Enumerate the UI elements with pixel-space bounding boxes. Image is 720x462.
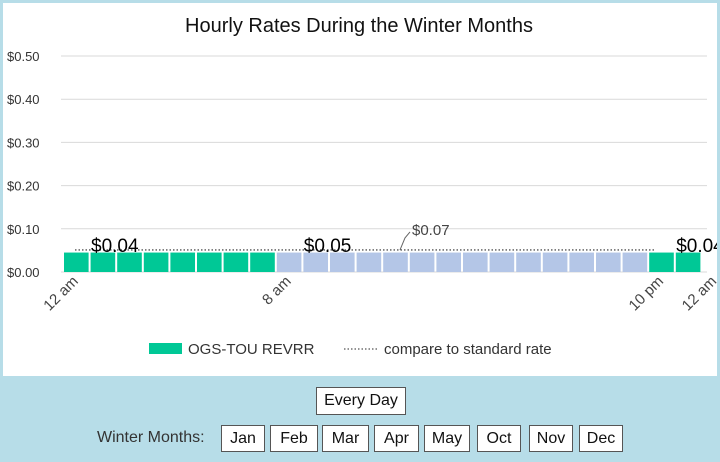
legend: OGS-TOU REVRR compare to standard rate [149, 341, 552, 358]
legend-standard-label: compare to standard rate [384, 341, 552, 358]
bar [143, 252, 169, 272]
controls-bar: Every Day Winter Months: Jan Feb Mar Apr May… [0, 380, 720, 462]
y-tick-label: $0.10 [7, 222, 40, 237]
month-button-mar[interactable]: Mar [322, 425, 369, 452]
every-day-button[interactable]: Every Day [316, 387, 406, 415]
bar [170, 252, 195, 272]
standard-rate-line: $0.07 [75, 222, 655, 251]
chart-panel: Hourly Rates During the Winter Months $0… [3, 3, 717, 376]
y-axis-ticks: $0.50 $0.40 $0.30 $0.20 $0.10 $0.00 [7, 49, 40, 280]
month-button-oct[interactable]: Oct [477, 425, 521, 452]
y-tick-label: $0.00 [7, 265, 40, 280]
gridlines [61, 55, 707, 273]
legend-series-label: OGS-TOU REVRR [188, 341, 315, 358]
x-tick-label: 12 am [679, 273, 717, 315]
month-button-nov[interactable]: Nov [529, 425, 573, 452]
bar [436, 252, 461, 272]
bar [516, 252, 541, 272]
bar [569, 252, 594, 272]
bar [90, 252, 116, 272]
bar [409, 252, 435, 272]
month-button-apr[interactable]: Apr [374, 425, 419, 452]
bar [276, 252, 302, 272]
bar [223, 252, 249, 272]
y-tick-label: $0.20 [7, 179, 40, 194]
bar-series [64, 252, 701, 272]
bar [489, 252, 515, 272]
winter-months-label: Winter Months: [97, 429, 205, 446]
x-tick-label: 12 am [40, 273, 82, 315]
data-label: $0.05 [304, 236, 352, 257]
bar [64, 252, 89, 272]
bar [197, 252, 222, 272]
bar [117, 252, 142, 272]
x-tick-label: 10 pm [626, 273, 668, 315]
bar [356, 252, 382, 272]
legend-swatch-series [149, 343, 182, 354]
bar [463, 252, 488, 272]
bar [649, 252, 674, 272]
x-tick-label: 8 am [259, 273, 295, 309]
y-tick-label: $0.40 [7, 92, 40, 107]
bar [622, 252, 648, 272]
bar [596, 252, 621, 272]
standard-rate-leader [399, 231, 411, 251]
month-button-may[interactable]: May [424, 425, 470, 452]
data-labels: $0.04 $0.05 $0.04 [91, 236, 717, 257]
data-label: $0.04 [676, 236, 717, 257]
y-tick-label: $0.50 [7, 49, 40, 64]
y-tick-label: $0.30 [7, 135, 40, 150]
bar [303, 252, 328, 272]
data-label: $0.04 [91, 236, 139, 257]
month-button-feb[interactable]: Feb [270, 425, 318, 452]
bar [250, 252, 275, 272]
bar [330, 252, 355, 272]
standard-rate-label: $0.07 [412, 222, 450, 239]
chart-svg: Hourly Rates During the Winter Months $0… [7, 15, 717, 358]
bar [383, 252, 408, 272]
month-button-dec[interactable]: Dec [579, 425, 623, 452]
bar [542, 252, 568, 272]
chart-title: Hourly Rates During the Winter Months [185, 15, 533, 37]
x-axis-ticks: 12 am 8 am 10 pm 12 am [40, 273, 717, 315]
bar [675, 252, 701, 272]
month-button-jan[interactable]: Jan [221, 425, 265, 452]
